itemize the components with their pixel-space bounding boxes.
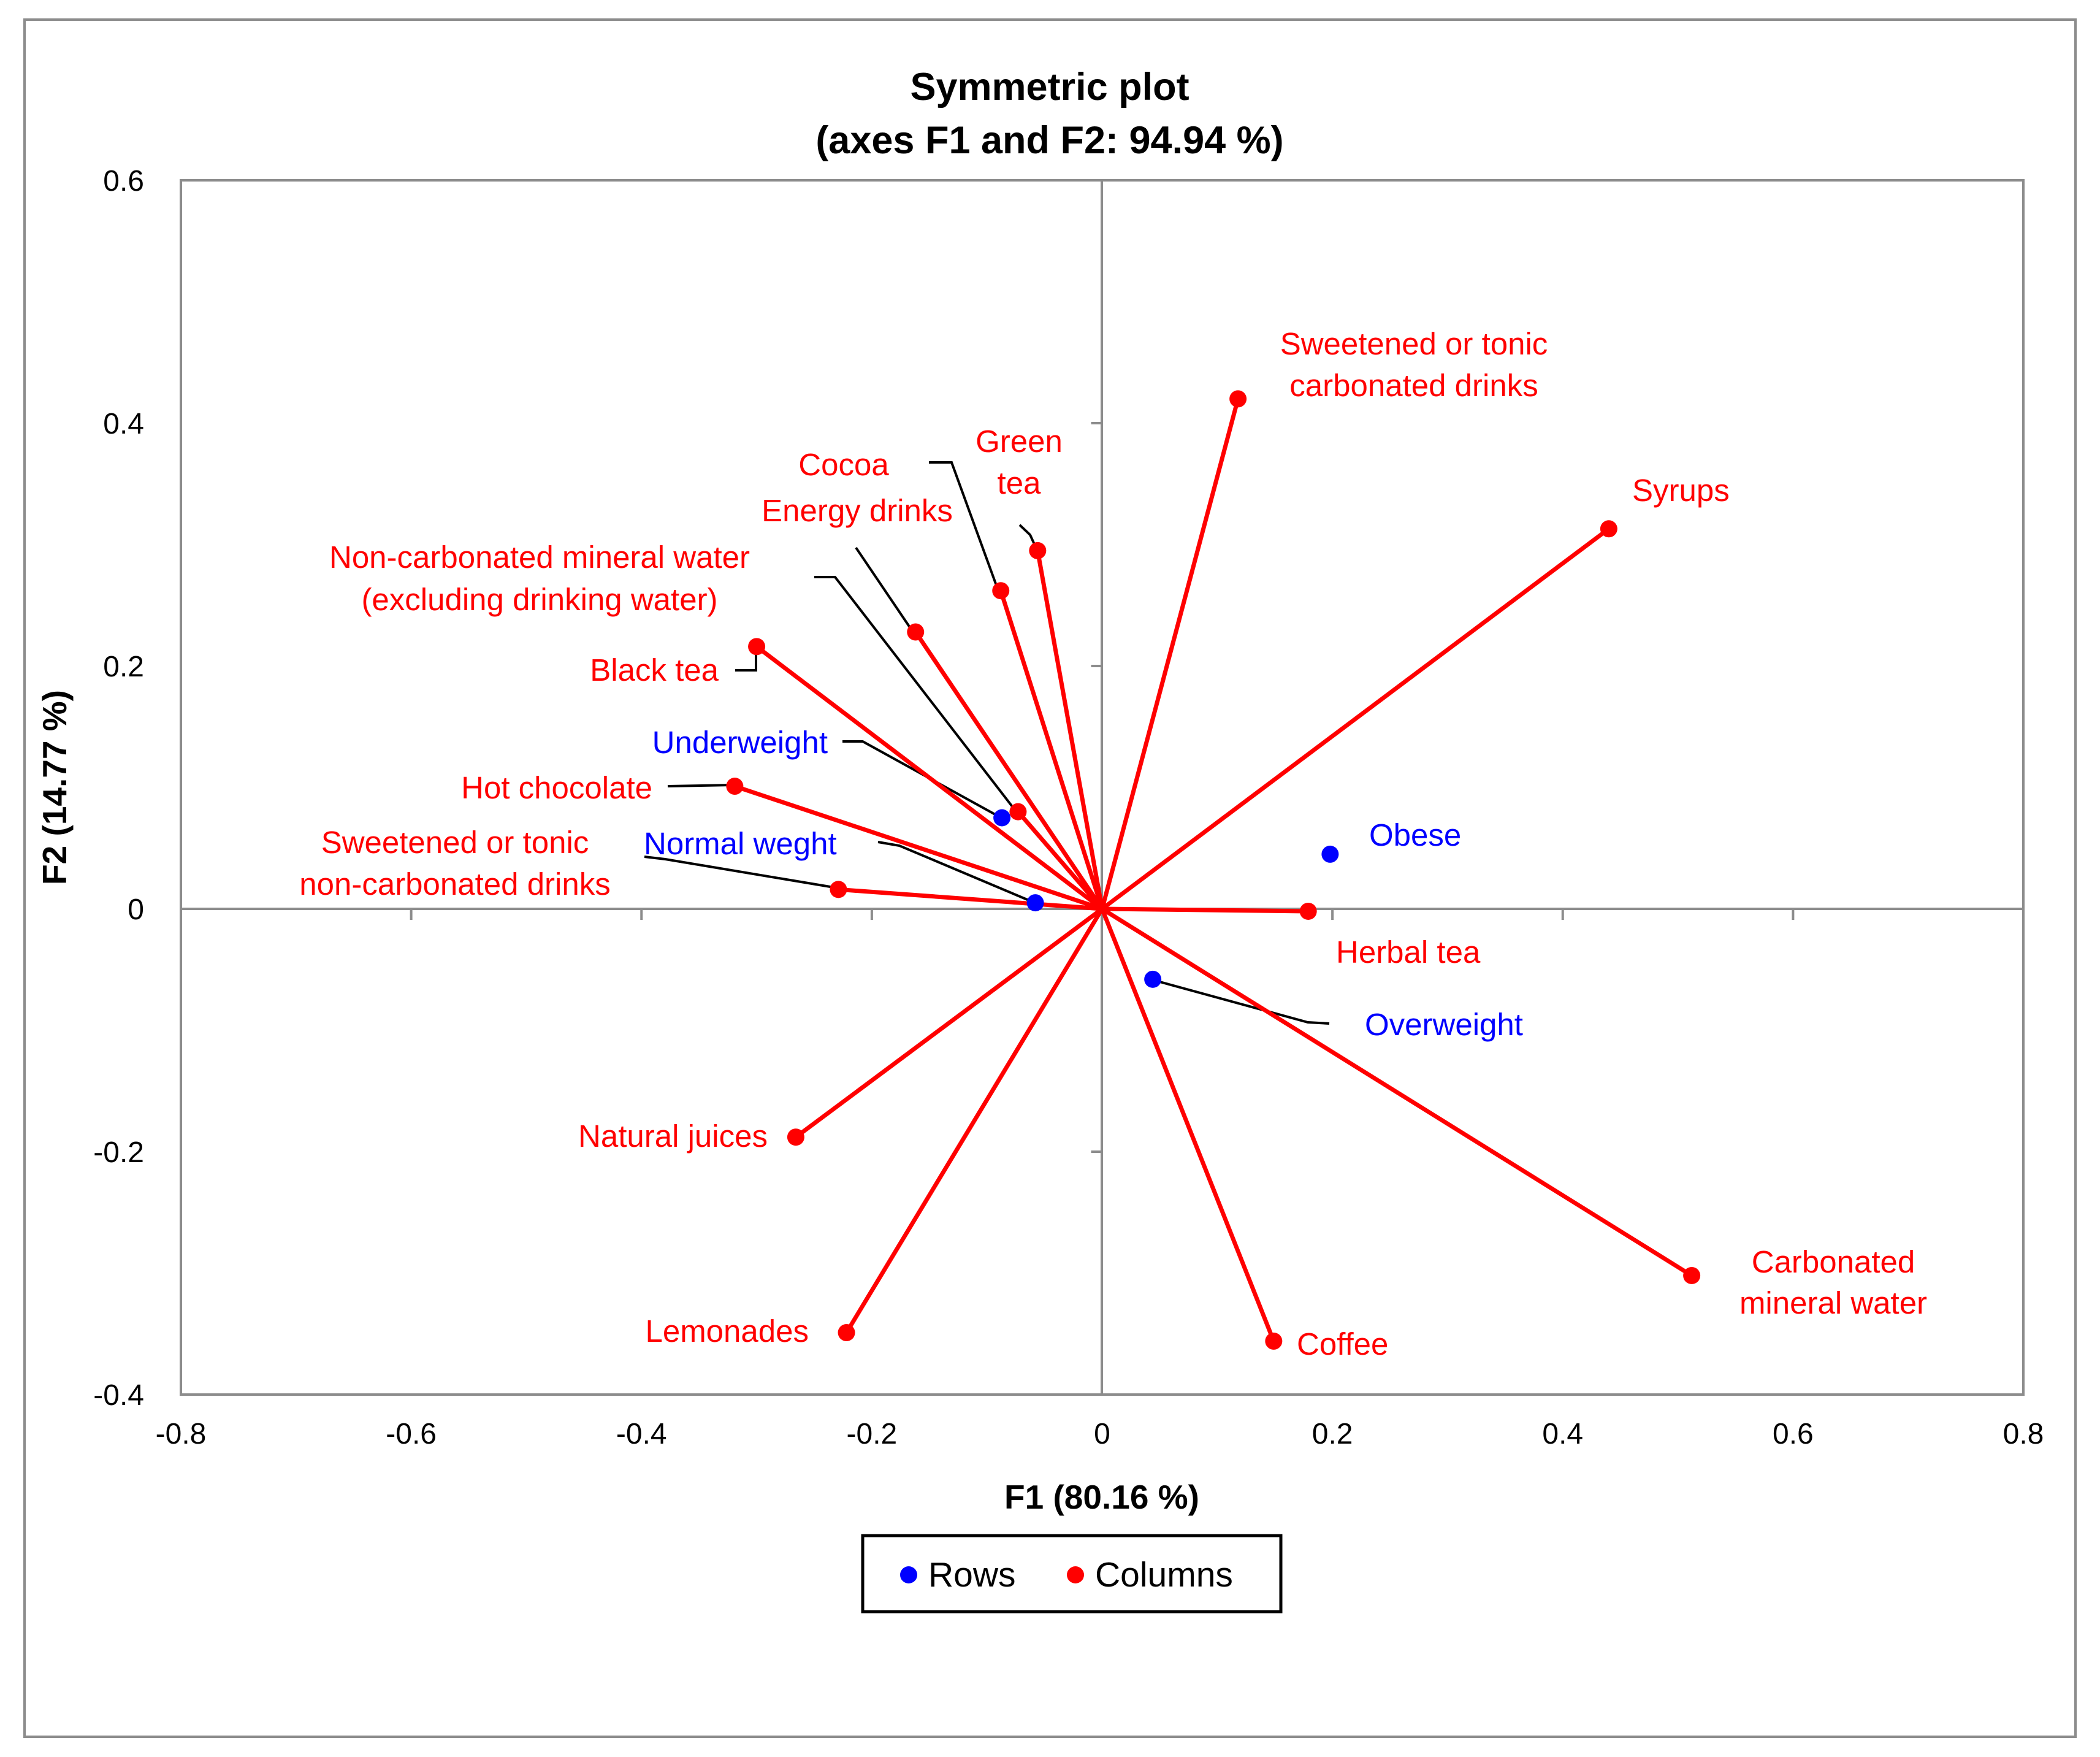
ray-carbonated-mineral-water	[1100, 906, 1694, 1278]
label-herbal: Herbal tea	[1336, 935, 1481, 970]
x-tick-label: 0.6	[1773, 1418, 1814, 1450]
ray-hot-chocolate	[732, 784, 1104, 911]
label-noncarb-water-line2: (excluding drinking water)	[361, 582, 717, 617]
point-syrups	[1600, 520, 1617, 538]
legend-rows-marker	[900, 1566, 917, 1583]
x-tick-label: 0	[1094, 1418, 1110, 1450]
leader-cocoa	[929, 461, 999, 589]
point-coffee	[1265, 1332, 1283, 1350]
label-carb-water-line1: Carbonated	[1752, 1244, 1915, 1279]
label-cocoa: Cocoa	[798, 447, 889, 482]
label-overweight: Overweight	[1365, 1007, 1523, 1042]
ray-black-tea	[754, 644, 1104, 911]
y-axis-title: F2 (14.77 %)	[36, 690, 74, 885]
ray-non-carbonated-mineral-water-excluding-drinking-water	[1015, 810, 1104, 911]
label-lemonades: Lemonades	[645, 1314, 809, 1349]
axis-tick-labels: -0.8 -0.6 -0.4 -0.2 0 0.2 0.4 0.6 0.8 -0.4 -0.2 0 0.…	[93, 165, 2044, 1450]
label-noncarb-water-line1: Non-carbonated mineral water	[329, 540, 750, 575]
ray-syrups	[1100, 526, 1611, 911]
x-tick-label: -0.8	[156, 1418, 207, 1450]
point-green-tea	[1029, 542, 1047, 559]
y-tick-label: 0.4	[103, 408, 144, 440]
label-obese: Obese	[1369, 817, 1461, 852]
x-tick-label: 0.2	[1312, 1418, 1353, 1450]
label-sweet-noncarb-line2: non-carbonated drinks	[299, 867, 611, 901]
ray-green-tea	[1035, 548, 1104, 911]
x-tick-label: -0.2	[847, 1418, 898, 1450]
point-herbal-tea	[1299, 902, 1317, 920]
point-labels: Sweetened or tonic carbonated drinks Syr…	[299, 326, 1927, 1361]
point-normal-weght	[1026, 894, 1044, 912]
label-carb-water-line2: mineral water	[1739, 1285, 1927, 1320]
point-non-carbonated-mineral-water-excluding-drinking-water	[1009, 803, 1027, 821]
leader-overweight	[1150, 978, 1330, 1025]
label-normal: Normal weght	[644, 826, 837, 861]
column-rays	[732, 396, 1694, 1344]
ray-coffee	[1100, 906, 1276, 1344]
point-sweetened-or-tonic-non-carbonated-drinks	[830, 881, 847, 898]
label-black-tea: Black tea	[590, 653, 719, 687]
label-coffee: Coffee	[1297, 1326, 1388, 1361]
outer-frame	[23, 18, 2077, 1738]
label-sweet-carb-line2: carbonated drinks	[1289, 368, 1538, 403]
label-green-tea-line2: tea	[998, 465, 1042, 500]
point-lemonades	[838, 1324, 855, 1342]
chart-subtitle: (axes F1 and F2: 94.94 %)	[815, 119, 1283, 162]
point-hot-chocolate	[726, 778, 744, 795]
ray-lemonades	[844, 906, 1104, 1335]
leader-energy	[855, 546, 914, 632]
y-tick-label: 0.2	[103, 651, 144, 683]
ray-cocoa	[998, 588, 1104, 911]
axis-ticks	[180, 179, 2025, 1396]
y-tick-label: 0	[128, 894, 144, 926]
leader-normal	[877, 841, 1034, 903]
leader-hot-choc	[667, 784, 735, 787]
point-natural-juices	[787, 1128, 804, 1146]
ray-sweetened-or-tonic-carbonated-drinks	[1100, 396, 1240, 911]
label-green-tea-line1: Green	[976, 424, 1063, 459]
legend-rows-label: Rows	[928, 1555, 1016, 1594]
x-tick-label: -0.6	[386, 1418, 437, 1450]
data-points	[726, 390, 1701, 1350]
label-syrups: Syrups	[1632, 473, 1730, 508]
label-juices: Natural juices	[578, 1119, 768, 1154]
ray-natural-juices	[793, 906, 1104, 1139]
point-sweetened-or-tonic-carbonated-drinks	[1229, 390, 1247, 408]
label-energy: Energy drinks	[762, 493, 953, 528]
x-tick-label: -0.4	[616, 1418, 667, 1450]
y-tick-label: -0.4	[93, 1379, 144, 1412]
legend-columns-marker	[1067, 1566, 1084, 1583]
y-tick-label: -0.2	[93, 1136, 144, 1169]
x-tick-label: 0.4	[1542, 1418, 1583, 1450]
point-carbonated-mineral-water	[1683, 1266, 1701, 1284]
point-overweight	[1144, 970, 1162, 988]
leader-noncarb-water	[814, 576, 1017, 813]
point-underweight	[993, 809, 1011, 827]
label-sweet-carb-line1: Sweetened or tonic	[1280, 326, 1548, 361]
ray-energy-drinks	[913, 630, 1104, 911]
point-cocoa	[992, 582, 1010, 600]
point-obese	[1321, 845, 1339, 863]
x-tick-label: 0.8	[2003, 1418, 2044, 1450]
y-tick-label: 0.6	[103, 165, 144, 197]
ray-sweetened-or-tonic-non-carbonated-drinks	[836, 887, 1104, 911]
point-energy-drinks	[907, 623, 925, 641]
legend-columns-label: Columns	[1095, 1555, 1233, 1594]
label-hot-choc: Hot chocolate	[461, 770, 652, 805]
leader-sweet-noncarb	[644, 856, 838, 889]
point-black-tea	[748, 638, 766, 656]
chart-title: Symmetric plot	[910, 66, 1189, 109]
x-axis-title: F1 (80.16 %)	[1004, 1478, 1199, 1516]
label-underweight: Underweight	[652, 725, 828, 760]
label-sweet-noncarb-line1: Sweetened or tonic	[321, 825, 589, 860]
legend: Rows Columns	[861, 1534, 1283, 1613]
leader-underweight	[842, 740, 1001, 819]
ray-herbal-tea	[1100, 906, 1311, 914]
